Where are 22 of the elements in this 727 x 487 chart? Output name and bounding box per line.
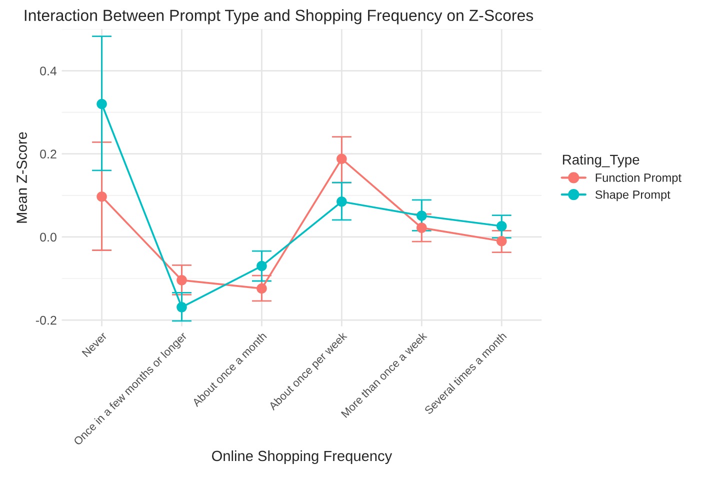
- point: [256, 260, 267, 272]
- point: [96, 192, 107, 202]
- point: [496, 221, 507, 232]
- legend-label: Function Prompt: [596, 173, 682, 184]
- x-axis-title: Online Shopping Frequency: [212, 450, 392, 464]
- point: [256, 283, 267, 294]
- legend-title: Rating_Type: [562, 154, 640, 168]
- chart-title: Interaction Between Prompt Type and Shopping Frequency on Z-Scores: [24, 9, 534, 24]
- point: [496, 236, 507, 246]
- y-tick-label: -0.2: [36, 316, 56, 325]
- legend-label: Shape Prompt: [595, 190, 670, 202]
- y-tick-label: 0.2: [40, 150, 56, 159]
- point: [416, 210, 427, 221]
- y-tick-label: 0.4: [40, 66, 57, 76]
- point: [416, 222, 427, 233]
- point: [176, 302, 187, 312]
- y-tick-label: 0.0: [40, 232, 56, 242]
- y-axis-title: Mean Z-Score: [16, 132, 27, 223]
- point: [176, 275, 187, 286]
- point: [96, 98, 107, 110]
- point: [336, 196, 347, 207]
- point: [336, 154, 347, 164]
